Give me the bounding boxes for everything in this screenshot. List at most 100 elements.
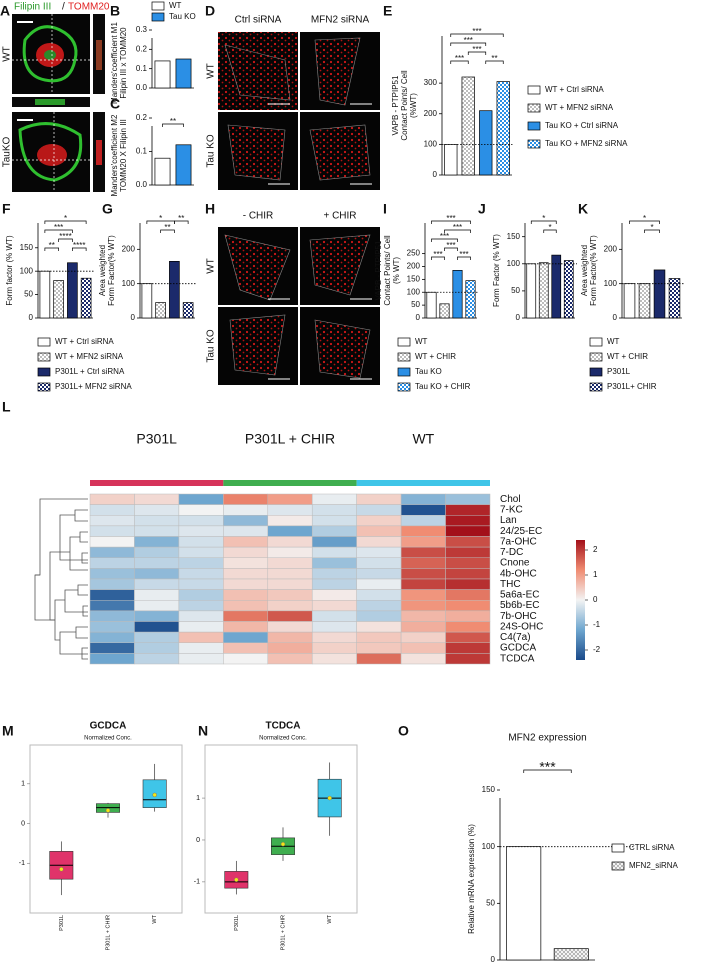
colorbar-label: 2 [593, 545, 598, 554]
legend-swatch [151, 12, 165, 22]
heatmap-cell [134, 653, 180, 665]
row-label: Tau KO [206, 134, 217, 168]
bar [668, 278, 681, 319]
heatmap-cell [400, 610, 446, 622]
legend-swatch [397, 352, 411, 362]
heatmap-cell [223, 600, 269, 612]
row-label: 7-KC [500, 505, 523, 516]
heatmap-cell [223, 546, 269, 558]
heatmap-cell [311, 504, 357, 516]
heatmap-cell [223, 504, 269, 516]
heatmap-cell [445, 642, 491, 654]
heatmap-cell [445, 557, 491, 569]
heatmap-cell [400, 600, 446, 612]
heatmap-cell [267, 653, 313, 665]
heatmap-cell [311, 589, 357, 601]
column-label: MFN2 siRNA [311, 15, 370, 26]
bar [551, 254, 562, 319]
y-tick-label: 200 [407, 262, 421, 271]
heatmap-cell [223, 536, 269, 548]
heatmap-cell [356, 557, 402, 569]
y-tick-label: 0.0 [136, 83, 148, 92]
legend-swatch [527, 121, 541, 131]
heatmap-cell [267, 631, 313, 643]
group-band [90, 480, 224, 486]
bar [39, 270, 51, 319]
colorbar-label: 0 [593, 595, 598, 604]
row-label: Lan [500, 515, 517, 526]
row-label: 24/25-EC [500, 526, 542, 537]
x-tick-label: WT [327, 914, 333, 923]
y-tick-label: 100 [424, 139, 438, 148]
bar [169, 261, 180, 319]
y-tick-label: 0.1 [136, 64, 148, 73]
significance-label: *** [455, 54, 464, 63]
heatmap-cell [134, 631, 180, 643]
heatmap-cell [400, 493, 446, 505]
y-tick-label: 0 [29, 313, 34, 322]
dendrogram [34, 498, 88, 660]
heatmap-cell [134, 504, 180, 516]
group-band [223, 480, 357, 486]
heatmap-cell [134, 493, 180, 505]
row-label: TauKO [2, 136, 13, 167]
legend-swatch [589, 382, 603, 392]
heatmap-cell [445, 525, 491, 537]
significance-label: **** [73, 241, 85, 250]
heatmap-cell [134, 621, 180, 633]
heatmap-cell [178, 578, 224, 590]
significance-label: * [643, 214, 646, 223]
mean-marker [59, 867, 64, 872]
y-axis-label: Form Factor(% WT) [589, 235, 598, 306]
row-label: WT [206, 258, 217, 274]
colorbar-label: -1 [593, 620, 601, 629]
panel-label: L [2, 399, 11, 415]
heatmap-cell [267, 578, 313, 590]
significance-bracket [644, 229, 660, 233]
heatmap-cell [356, 589, 402, 601]
legend-label: MFN2_siRNA [629, 861, 679, 870]
legend-label: Tau KO + Ctrl siRNA [545, 121, 619, 130]
significance-label: * [159, 214, 162, 223]
heatmap-cell [267, 536, 313, 548]
legend-label: WT + MFN2 siRNA [545, 103, 614, 112]
significance-bracket [431, 238, 458, 242]
legend-label: Tau KO [415, 367, 442, 376]
heatmap-cell [89, 504, 135, 516]
heatmap-cell [267, 568, 313, 580]
mean-marker [152, 792, 157, 798]
x-tick-label: P301L [59, 915, 65, 931]
heatmap-cell [134, 610, 180, 622]
x-tick-label: WT [152, 914, 158, 923]
image-panel-a: Filipin III / TOMM20 WT TauKO [2, 2, 110, 192]
y-axis-label: VAPB - PTPIP51 [391, 75, 400, 135]
significance-bracket [44, 247, 59, 251]
heatmap-cell [311, 493, 357, 505]
heatmap-cell [178, 621, 224, 633]
row-label: 4b-OHC [500, 568, 537, 579]
row-label: 7-DC [500, 547, 523, 558]
heatmap-cell [445, 653, 491, 665]
column-label: - CHIR [243, 211, 274, 222]
heatmap-cell [356, 525, 402, 537]
significance-label: *** [472, 45, 481, 54]
significance-label: ** [491, 54, 497, 63]
y-axis-label: (% WT) [392, 257, 401, 284]
heatmap-cell [400, 589, 446, 601]
x-tick-label: P301L + CHIR [105, 915, 111, 950]
y-tick-label: 0.1 [136, 147, 148, 156]
heatmap-cell [267, 621, 313, 633]
significance-bracket [523, 769, 572, 773]
legend-label: WT [169, 1, 182, 10]
heatmap-cell [311, 515, 357, 527]
heatmap-cell [400, 504, 446, 516]
y-tick-label: 100 [122, 279, 136, 288]
heatmap-cell [400, 515, 446, 527]
heatmap-cell [134, 546, 180, 558]
significance-bracket [162, 123, 184, 127]
significance-bracket [72, 247, 87, 251]
significance-label: * [650, 223, 653, 232]
y-axis-label: Area weighted [580, 245, 589, 296]
panel-label: N [198, 723, 208, 739]
heatmap-cell [223, 493, 269, 505]
